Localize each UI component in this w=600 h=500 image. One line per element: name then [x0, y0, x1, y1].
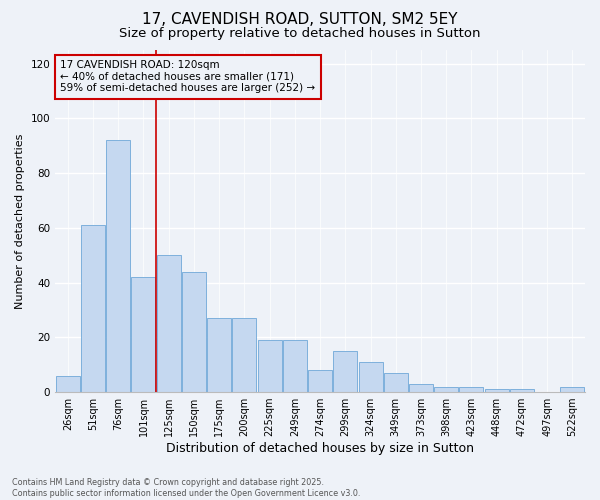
Bar [334, 351, 357, 392]
Y-axis label: Number of detached properties: Number of detached properties [15, 134, 25, 308]
X-axis label: Distribution of detached houses by size in Sutton: Distribution of detached houses by size … [166, 442, 474, 455]
Bar [510, 390, 534, 392]
Bar [283, 340, 307, 392]
Text: Contains HM Land Registry data © Crown copyright and database right 2025.
Contai: Contains HM Land Registry data © Crown c… [12, 478, 361, 498]
Bar [409, 384, 433, 392]
Bar [485, 390, 509, 392]
Bar [182, 272, 206, 392]
Bar [106, 140, 130, 392]
Bar [81, 225, 105, 392]
Bar [157, 255, 181, 392]
Bar [232, 318, 256, 392]
Bar [434, 386, 458, 392]
Bar [359, 362, 383, 392]
Bar [384, 373, 408, 392]
Text: 17 CAVENDISH ROAD: 120sqm
← 40% of detached houses are smaller (171)
59% of semi: 17 CAVENDISH ROAD: 120sqm ← 40% of detac… [61, 60, 316, 94]
Bar [560, 386, 584, 392]
Bar [131, 277, 155, 392]
Text: Size of property relative to detached houses in Sutton: Size of property relative to detached ho… [119, 28, 481, 40]
Text: 17, CAVENDISH ROAD, SUTTON, SM2 5EY: 17, CAVENDISH ROAD, SUTTON, SM2 5EY [142, 12, 458, 28]
Bar [308, 370, 332, 392]
Bar [460, 386, 484, 392]
Bar [257, 340, 281, 392]
Bar [56, 376, 80, 392]
Bar [207, 318, 231, 392]
